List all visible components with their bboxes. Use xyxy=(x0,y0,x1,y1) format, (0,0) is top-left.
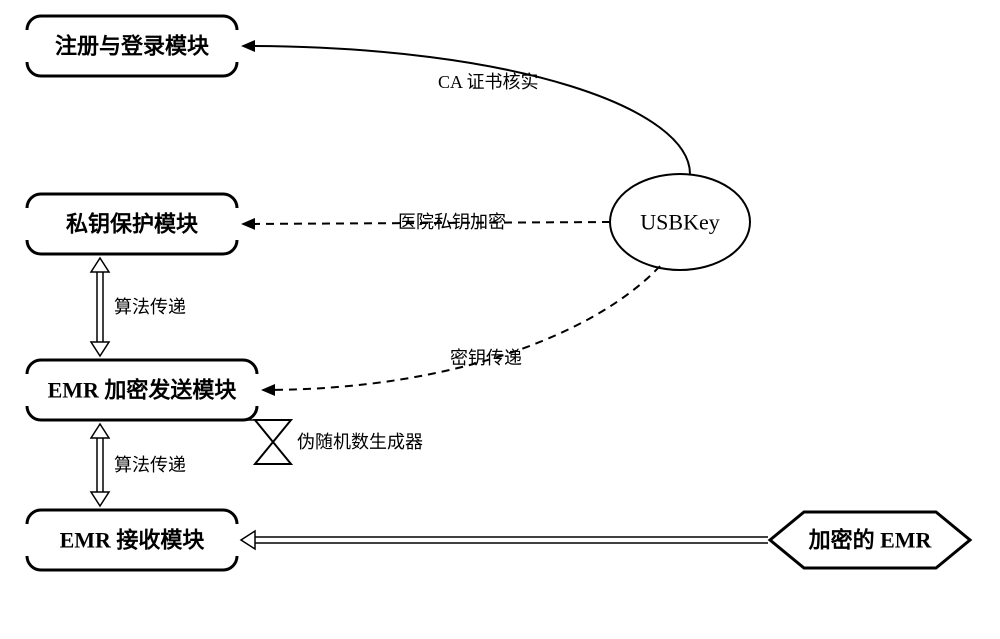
node-register-login-label: 注册与登录模块 xyxy=(55,34,210,59)
node-register-login: 注册与登录模块 xyxy=(27,16,237,76)
edge-key-pass xyxy=(263,266,660,390)
node-emr-encrypt-send: EMR 加密发送模块 xyxy=(27,360,257,420)
edge-ca-verify-label: CA 证书核实 xyxy=(438,72,539,92)
node-encrypted-emr-label: 加密的 EMR xyxy=(808,528,933,553)
edge-algo-n2-n3-label: 算法传递 xyxy=(114,297,186,317)
node-private-key-protect: 私钥保护模块 xyxy=(27,194,237,254)
node-emr-receive: EMR 接收模块 xyxy=(27,510,237,570)
node-private-key-protect-label: 私钥保护模块 xyxy=(66,212,199,237)
node-emr-receive-label: EMR 接收模块 xyxy=(60,528,206,553)
edge-key-pass-label: 密钥传递 xyxy=(450,348,522,368)
edge-algo-n3-n4-label: 算法传递 xyxy=(114,455,186,475)
edge-ca-verify xyxy=(243,46,690,174)
node-usbkey-label: USBKey xyxy=(640,210,719,235)
edge-hospital-privkey-label: 医院私钥加密 xyxy=(398,212,506,232)
hourglass-label: 伪随机数生成器 xyxy=(297,432,423,452)
hourglass-icon xyxy=(255,420,291,464)
node-emr-encrypt-send-label: EMR 加密发送模块 xyxy=(48,378,238,403)
